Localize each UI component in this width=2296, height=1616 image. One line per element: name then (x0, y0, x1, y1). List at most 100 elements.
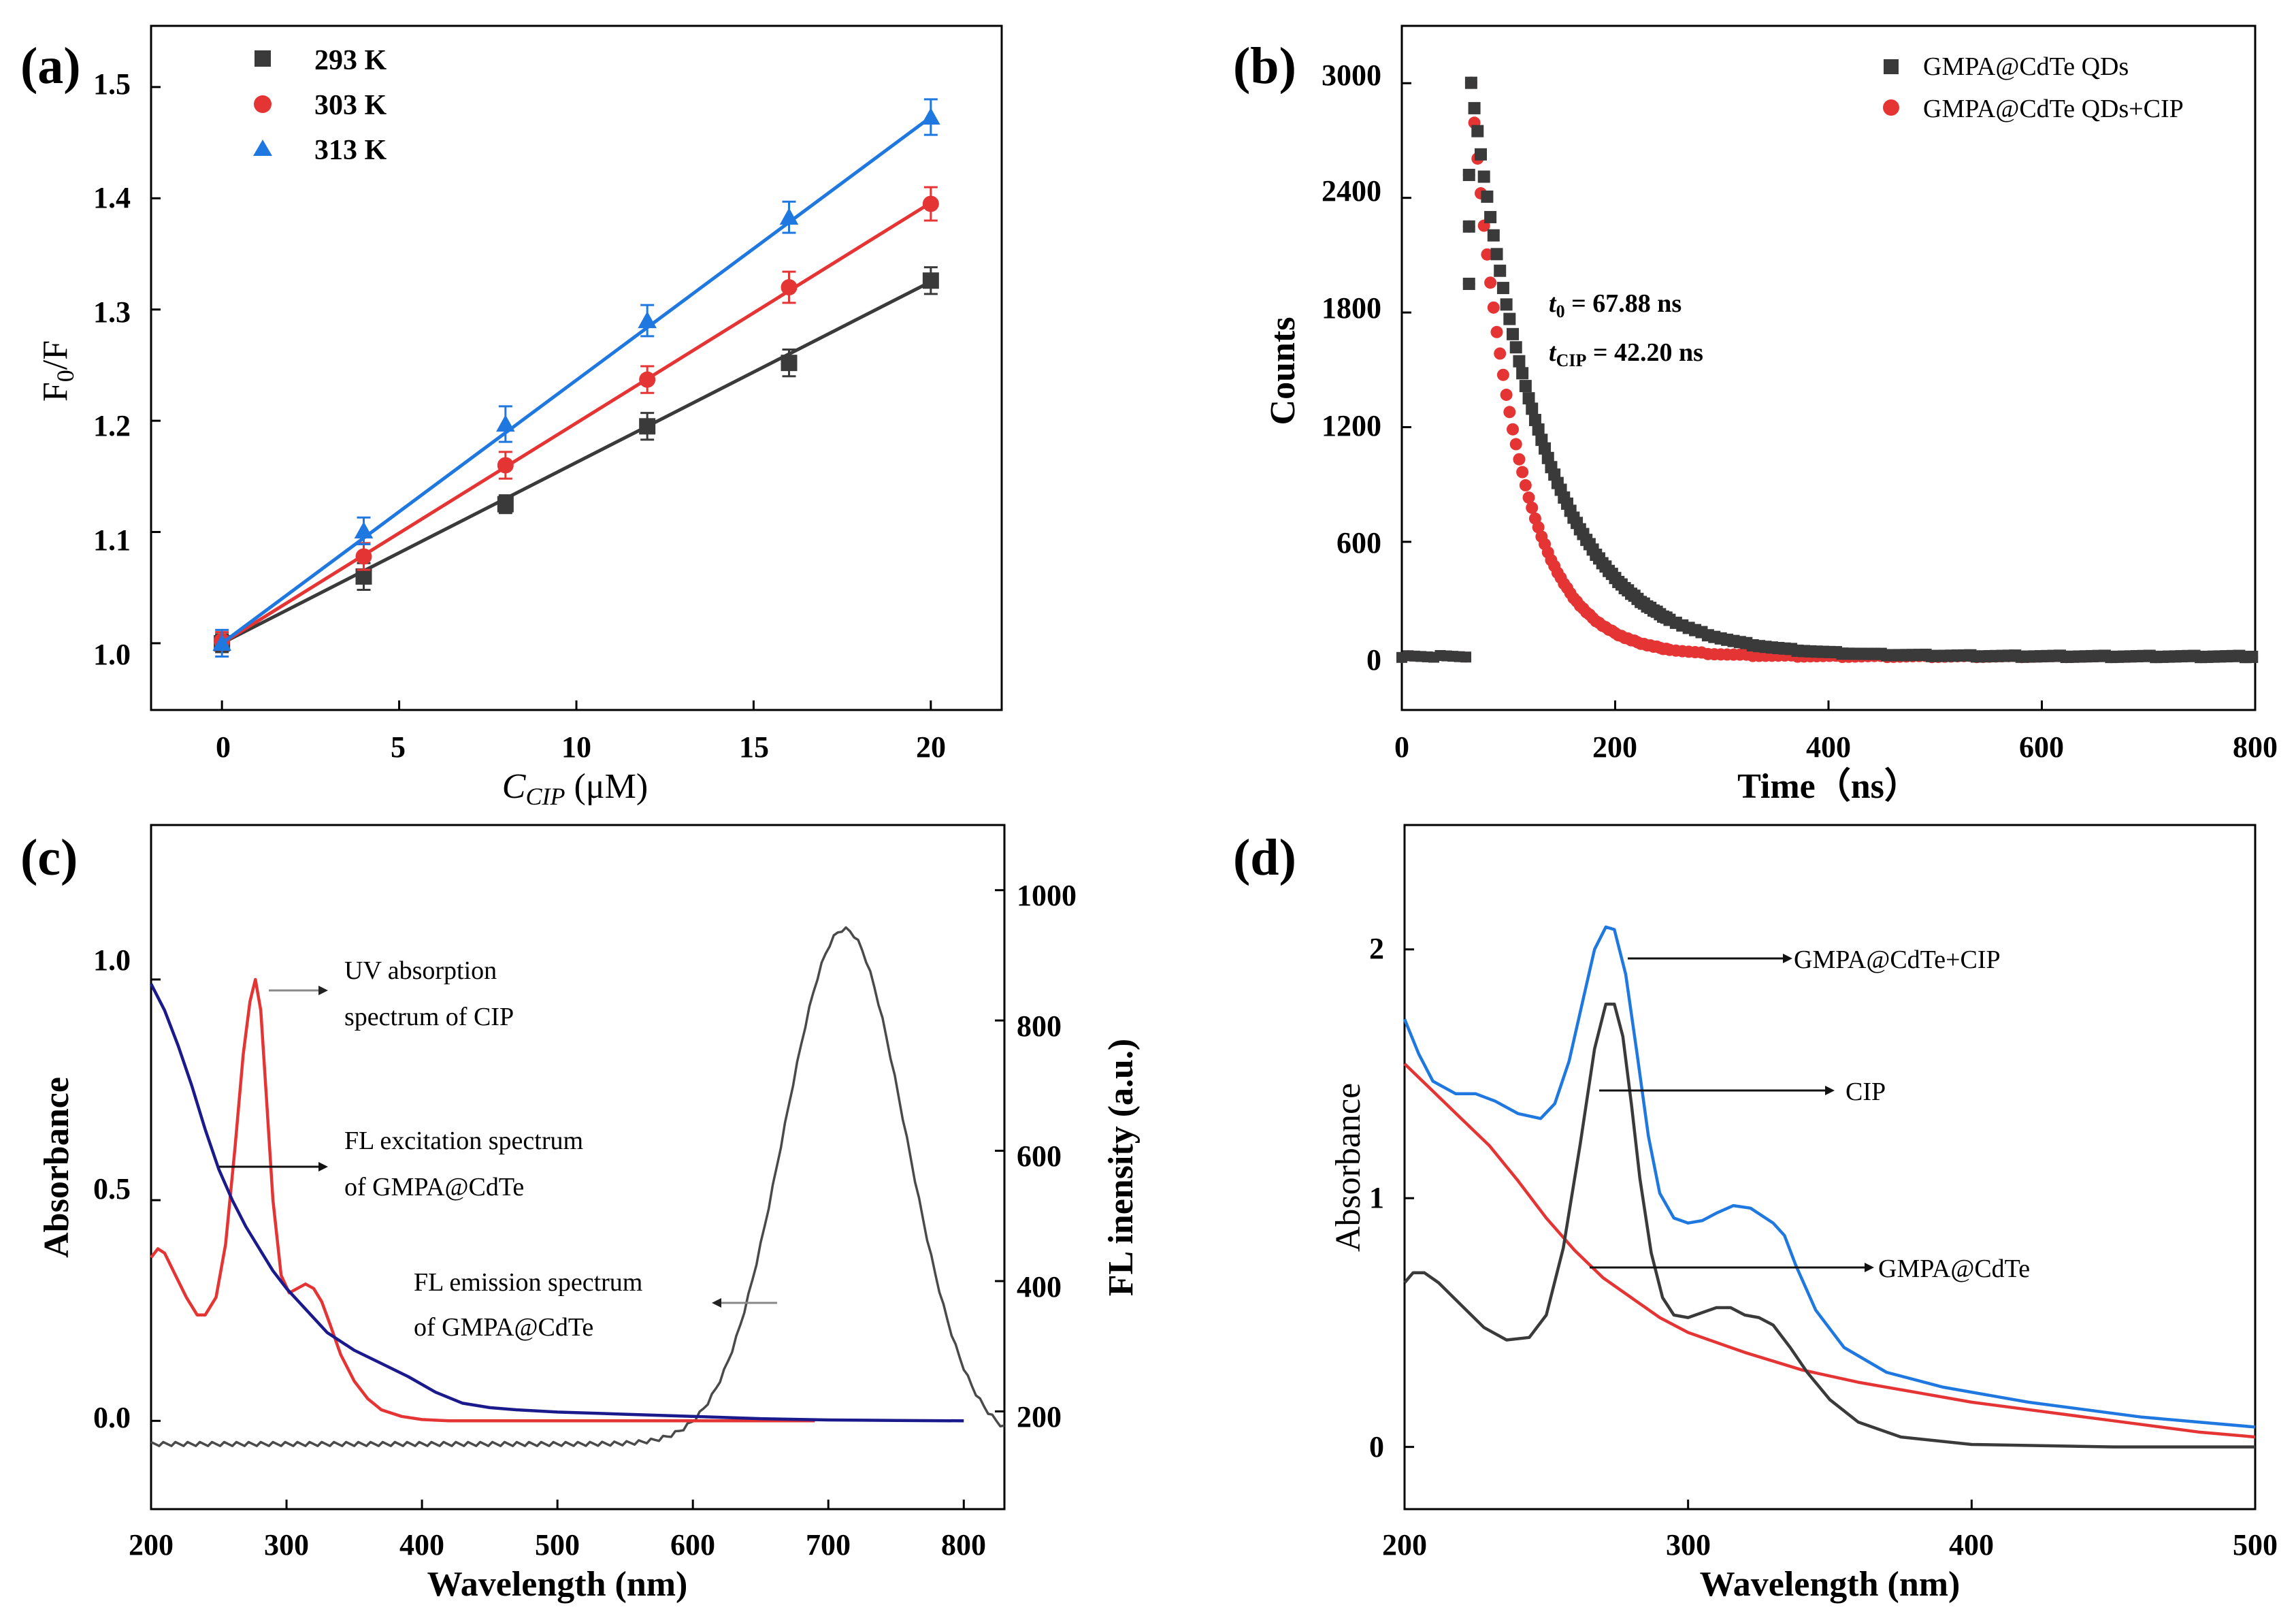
point-313K (638, 311, 657, 329)
decay-point-qds (1487, 229, 1500, 242)
decay-point-qds-cip (1484, 276, 1497, 289)
point-293K (355, 568, 372, 585)
x-tick-label-c-200: 200 (129, 1528, 174, 1562)
y-axis-label-d: Absorbance (1329, 1083, 1368, 1252)
annotation-c-ex-line2: of GMPA@CdTe (344, 1173, 524, 1201)
tick-layer-d (1403, 948, 2257, 1509)
legend-label-303K: 303 K (314, 90, 387, 121)
point-313K (212, 634, 231, 651)
decay-point-qds (1519, 380, 1532, 393)
y-tick-label-b-1800: 1800 (1322, 291, 1381, 325)
legend-a: 293 K 303 K 313 K (253, 45, 387, 166)
point-313K (779, 208, 799, 225)
fit-line-313K (220, 115, 932, 645)
y-tick-label-c-1.0: 1.0 (93, 943, 131, 977)
annotation-arrowhead-c-ex (318, 1162, 328, 1171)
x-tick-label-c-600: 600 (670, 1528, 715, 1562)
x-tick-label-c-400: 400 (399, 1528, 444, 1562)
legend-marker-qds (1884, 59, 1899, 74)
y-axis-label-a: F0/F (36, 340, 79, 402)
annotations-c: UV absorption spectrum of CIP FL excitat… (219, 956, 777, 1342)
decay-point-qds (1516, 367, 1529, 380)
x-axis-label-d: Wavelength (nm) (1700, 1565, 1961, 1604)
decay-point-qds-cip (1496, 368, 1509, 381)
point-313K (496, 415, 515, 432)
annotation-c-uv-line2: spectrum of CIP (344, 1003, 514, 1031)
y-tick-label-b-0: 0 (1366, 643, 1381, 677)
tick-layer-b (1400, 82, 2257, 710)
x-tick-label-b-0: 0 (1394, 730, 1409, 764)
y-tick-label-b-1200: 1200 (1322, 409, 1381, 442)
decay-point-qds-cip (1526, 501, 1539, 514)
data-layer-d (1403, 925, 2256, 1449)
decay-point-qds (1464, 76, 1477, 89)
x-tick-label-c-700: 700 (806, 1528, 851, 1562)
x-tick-label-c-300: 300 (264, 1528, 309, 1562)
y2-tick-label-c-800: 800 (1017, 1009, 1062, 1043)
decay-point-qds (1526, 402, 1539, 415)
lifetime-annotation-tcip: tCIP = 42.20 ns (1549, 338, 1703, 370)
annotation-c-em-line1: FL emission spectrum (414, 1268, 642, 1297)
point-303K (922, 195, 939, 212)
x-tick-label-d-300: 300 (1666, 1528, 1711, 1562)
panel-c: (c) 200 300 400 500 600 700 800 0.0 0.5 … (20, 824, 1141, 1604)
point-313K (921, 108, 940, 125)
decay-point-qds (1462, 168, 1475, 181)
panel-b: (b) 0 200 400 600 800 0 600 1200 1800 24… (1233, 25, 2278, 806)
annotation-arrowhead-c-uv (318, 986, 328, 995)
plot-frame-c (150, 824, 1006, 1510)
data-layer-b (1396, 76, 2259, 664)
annotation-arrowhead-c-em (712, 1298, 721, 1308)
x-tick-label-b-800: 800 (2233, 730, 2278, 764)
y-axis-label-c: Absorbance (37, 1077, 76, 1258)
panel-label-c: (c) (20, 829, 78, 886)
decay-point-qds (1460, 651, 1472, 663)
decay-point-qds (1503, 312, 1516, 325)
fit-line-303K (220, 201, 932, 645)
fit-line-293K (221, 280, 932, 645)
tick-label-layer-a: 0 5 10 15 20 1.0 1.1 1.2 1.3 1.4 1.5 (93, 67, 946, 764)
tick-layer-a (151, 86, 932, 710)
x-tick-label-b-200: 200 (1592, 730, 1637, 764)
decay-point-qds (1462, 220, 1475, 233)
x-tick-label-b-400: 400 (1806, 730, 1851, 764)
decay-point-qds-cip (1509, 438, 1522, 451)
x-tick-label-b-600: 600 (2019, 730, 2064, 764)
x-tick-label-c-800: 800 (941, 1528, 986, 1562)
decay-point-qds (1468, 101, 1481, 114)
x-tick-label-d-200: 200 (1382, 1528, 1427, 1562)
annotation-arrowhead-d-cip (1825, 1086, 1835, 1095)
x-tick-label-a-15: 15 (739, 730, 769, 764)
y2-tick-label-c-600: 600 (1017, 1140, 1062, 1173)
y2-axis-label-c: FL inensity (a.u.) (1102, 1039, 1141, 1297)
series-line-cdte (1403, 1063, 2256, 1439)
x-tick-label-a-10: 10 (561, 730, 591, 764)
decay-point-qds-cip (1487, 301, 1500, 314)
panel-label-a: (a) (20, 37, 81, 95)
x-axis-label-b: Time（ns） (1737, 766, 1920, 806)
decay-point-qds (1496, 282, 1509, 295)
decay-point-qds (1490, 248, 1503, 261)
point-303K (355, 548, 372, 565)
panel-label-d: (d) (1233, 829, 1296, 886)
legend-label-293K: 293 K (314, 45, 387, 76)
annotation-c-em-line2: of GMPA@CdTe (414, 1313, 593, 1342)
decay-point-qds (1507, 327, 1520, 340)
tick-label-layer-b: 0 200 400 600 800 0 600 1200 1800 2400 3… (1322, 59, 2278, 764)
y2-tick-label-c-400: 400 (1017, 1270, 1062, 1304)
y-tick-label-a-1.3: 1.3 (93, 295, 131, 329)
annotation-arrowhead-d-cdte (1865, 1263, 1874, 1272)
y2-tick-label-c-200: 200 (1017, 1400, 1062, 1434)
y-tick-label-b-600: 600 (1336, 526, 1381, 560)
point-303K (781, 279, 798, 296)
panel-label-b: (b) (1233, 37, 1296, 95)
y-tick-label-d-1: 1 (1369, 1181, 1384, 1214)
legend-label-qds-cip: GMPA@CdTe QDs+CIP (1923, 95, 2184, 123)
tick-label-layer-d: 200 300 400 500 0 1 2 (1369, 932, 2278, 1562)
tick-layer-c (150, 889, 1004, 1509)
decay-point-qds (1539, 442, 1552, 455)
decay-point-qds (1474, 148, 1487, 161)
decay-point-qds (1477, 170, 1490, 183)
point-303K (639, 371, 656, 388)
